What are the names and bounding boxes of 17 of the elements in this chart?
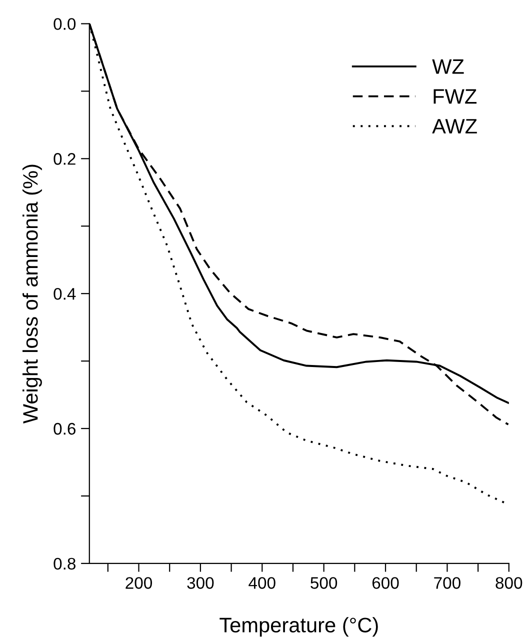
legend-label: FWZ [434,89,477,104]
y-axis-title: Weight loss of ammonia (%) [22,164,42,424]
x-tick-label: 800 [496,577,522,589]
x-tick-label: 300 [187,577,214,589]
y-tick-label: 0.8 [54,558,76,570]
y-tick-label: 0.6 [54,422,76,435]
y-tick-label: 0.2 [54,153,76,165]
x-tick-label: 200 [126,577,152,589]
x-tick-label: 700 [434,577,460,589]
legend-label: AWZ [432,119,477,134]
y-tick-label: 0.4 [54,288,76,300]
x-tick-label: 400 [248,577,276,589]
legend-label: WZ [432,59,464,74]
x-tick-label: 500 [310,577,338,589]
x-tick-label: 600 [372,577,399,589]
x-axis-title: Temperature (°C) [220,617,378,637]
y-tick-label: 0.0 [54,18,76,30]
